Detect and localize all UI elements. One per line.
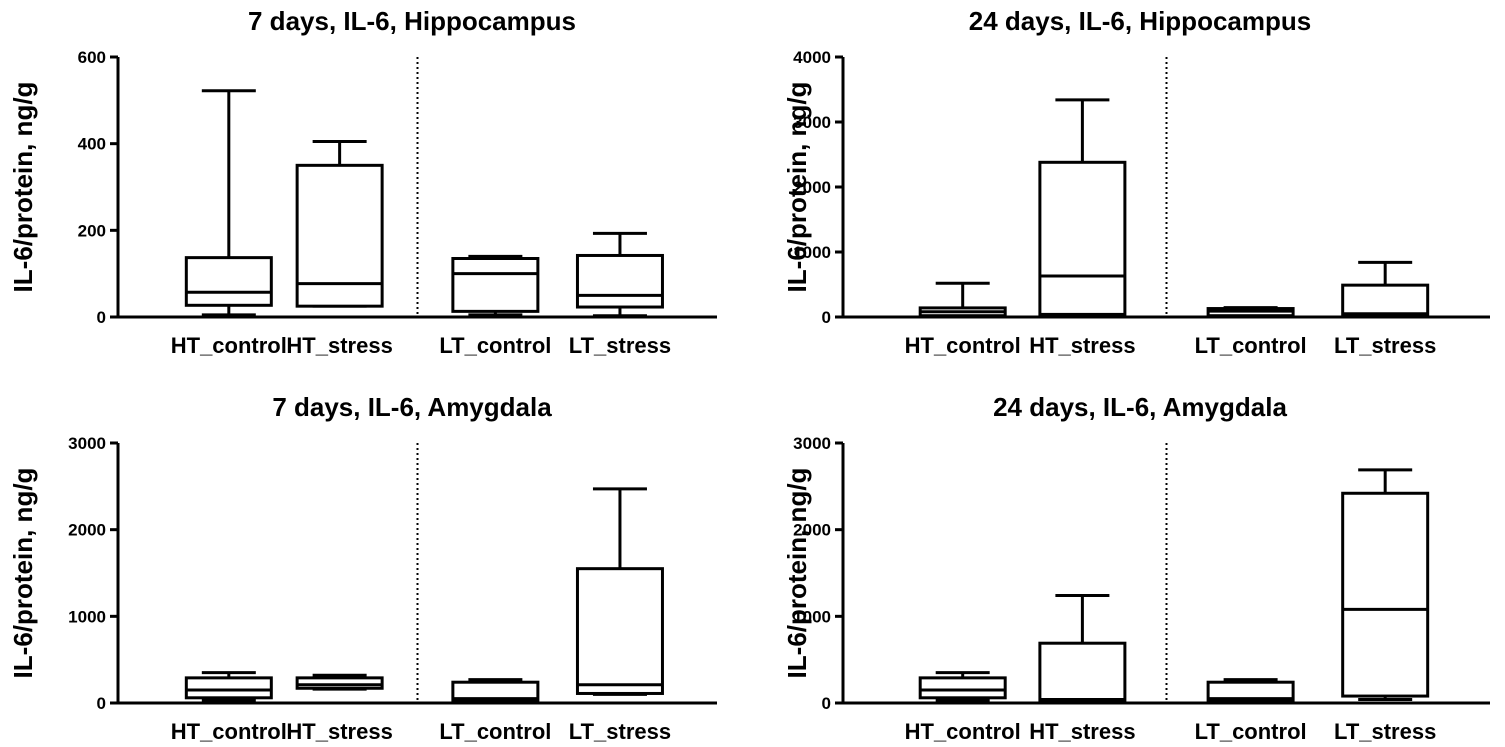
y-tick-label: 0 bbox=[822, 308, 831, 327]
panel-1: 7 days, IL-6, Hippocampus IL-6/protein, n… bbox=[8, 6, 717, 358]
category-label: LT_control bbox=[1195, 333, 1307, 358]
category-label: LT_stress bbox=[569, 719, 671, 744]
category-label: HT_stress bbox=[1029, 719, 1135, 744]
panel-2: 24 days, IL-6, Hippocampus IL-6/protein, … bbox=[782, 6, 1490, 358]
iqr-box bbox=[1206, 680, 1295, 702]
y-axis-label: IL-6/protein, ng/g bbox=[8, 82, 38, 293]
category-label: LT_control bbox=[439, 719, 551, 744]
box-HT_control bbox=[918, 281, 1007, 319]
iqr-box bbox=[1341, 283, 1430, 317]
category-label: HT_control bbox=[171, 333, 287, 358]
box-LT_stress bbox=[1341, 260, 1430, 318]
y-tick-label: 1000 bbox=[793, 243, 831, 262]
iqr-box bbox=[184, 676, 273, 700]
y-tick-label: 2000 bbox=[68, 521, 106, 540]
category-label: LT_stress bbox=[569, 333, 671, 358]
panel-3: 7 days, IL-6, Amygdala IL-6/protein, ng/g… bbox=[8, 392, 717, 744]
chart-title: 24 days, IL-6, Amygdala bbox=[993, 392, 1287, 422]
category-label: HT_stress bbox=[1029, 333, 1135, 358]
box-HT_control bbox=[918, 671, 1007, 702]
iqr-box bbox=[184, 256, 273, 307]
y-tick-label: 3000 bbox=[793, 434, 831, 453]
category-label: LT_stress bbox=[1334, 719, 1436, 744]
y-axis-label: IL-6/protein, ng/g bbox=[8, 468, 38, 679]
category-label: HT_control bbox=[905, 333, 1021, 358]
y-tick-label: 200 bbox=[78, 221, 106, 240]
box-LT_control bbox=[451, 678, 540, 704]
box-HT_stress bbox=[295, 673, 384, 691]
y-axis-label: IL-6/protein, ng/g bbox=[782, 468, 812, 679]
y-tick-label: 1000 bbox=[68, 607, 106, 626]
box-HT_control bbox=[184, 671, 273, 702]
box-LT_stress bbox=[575, 487, 664, 696]
panel-4: 24 days, IL-6, Amygdala IL-6/protein, ng/… bbox=[782, 392, 1490, 744]
box-LT_control bbox=[1206, 678, 1295, 704]
box-LT_stress bbox=[1341, 468, 1430, 702]
iqr-box bbox=[1341, 491, 1430, 698]
iqr-box bbox=[575, 253, 664, 309]
category-label: HT_stress bbox=[286, 719, 392, 744]
y-tick-label: 3000 bbox=[68, 434, 106, 453]
iqr-box bbox=[1038, 160, 1127, 316]
category-label: HT_control bbox=[905, 719, 1021, 744]
box-HT_stress bbox=[295, 140, 384, 308]
y-tick-label: 600 bbox=[78, 48, 106, 67]
box-HT_stress bbox=[1038, 594, 1127, 703]
box-LT_control bbox=[1206, 306, 1295, 319]
box-HT_control bbox=[184, 89, 273, 317]
y-tick-label: 2000 bbox=[793, 178, 831, 197]
chart-title: 7 days, IL-6, Hippocampus bbox=[248, 6, 576, 36]
iqr-box bbox=[295, 676, 384, 690]
category-label: HT_control bbox=[171, 719, 287, 744]
chart-title: 7 days, IL-6, Amygdala bbox=[272, 392, 552, 422]
y-axis-label: IL-6/protein, ng/g bbox=[782, 82, 812, 293]
category-label: LT_control bbox=[1195, 719, 1307, 744]
y-tick-label: 4000 bbox=[793, 48, 831, 67]
box-HT_stress bbox=[1038, 98, 1127, 317]
y-tick-label: 2000 bbox=[793, 521, 831, 540]
y-tick-label: 0 bbox=[97, 694, 106, 713]
category-label: HT_stress bbox=[286, 333, 392, 358]
y-tick-label: 3000 bbox=[793, 113, 831, 132]
y-tick-label: 400 bbox=[78, 135, 106, 154]
category-label: LT_stress bbox=[1334, 333, 1436, 358]
box-LT_stress bbox=[575, 231, 664, 318]
chart-title: 24 days, IL-6, Hippocampus bbox=[969, 6, 1311, 36]
category-label: LT_control bbox=[439, 333, 551, 358]
iqr-box bbox=[575, 567, 664, 695]
iqr-box bbox=[1038, 641, 1127, 702]
y-tick-label: 0 bbox=[822, 694, 831, 713]
iqr-box bbox=[918, 676, 1007, 700]
box-LT_control bbox=[451, 254, 540, 317]
iqr-box bbox=[451, 257, 540, 313]
y-tick-label: 0 bbox=[97, 308, 106, 327]
iqr-box bbox=[451, 680, 540, 702]
y-tick-label: 1000 bbox=[793, 607, 831, 626]
